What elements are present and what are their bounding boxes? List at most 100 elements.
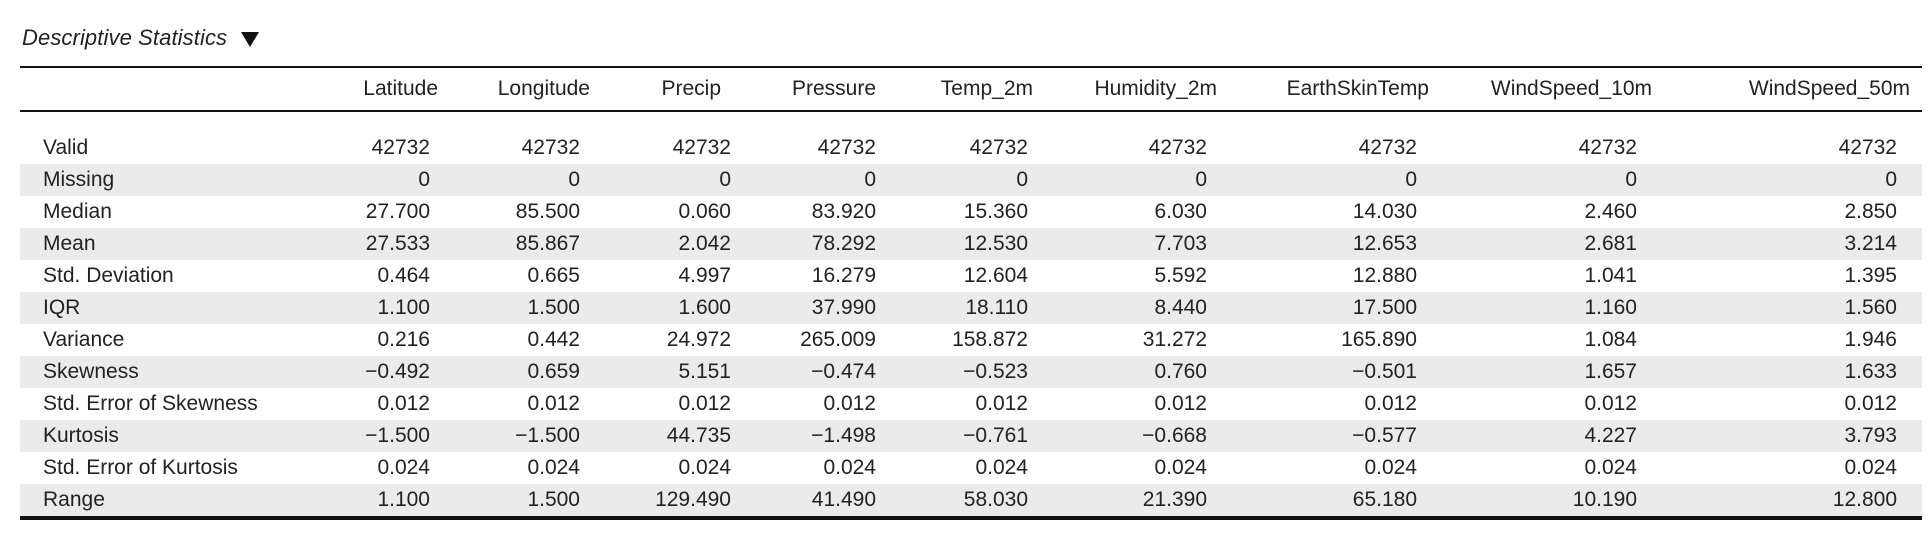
table-cell: 0 [600,164,751,196]
table-row: Kurtosis −1.500 −1.500 44.735 −1.498 −0.761 −0… [20,420,1922,452]
row-label: Std. Error of Skewness [43,392,258,415]
table-cell: 1.657 [1437,356,1662,388]
table-cell: 41.490 [751,484,896,518]
table-cell: −0.492 [320,356,450,388]
table-cell: 58.030 [896,484,1048,518]
table-cell: 42732 [672,136,731,159]
table-cell: 0.012 [527,392,580,415]
table-row: Std. Deviation 0.464 0.665 4.997 16.279 12.60… [20,260,1922,292]
table-cell: 0 [1437,164,1662,196]
row-label: Std. Error of Kurtosis [43,456,238,479]
table-cell: 27.533 [320,228,450,260]
table-cell: 1.500 [450,484,600,518]
table-row: Missing 0 0 0 0 0 0 0 0 0 [20,164,1922,196]
table-cell: 0 [1048,164,1227,196]
table-cell: 10.190 [1437,484,1662,518]
table-cell: 65.180 [1227,484,1437,518]
table-cell: 7.703 [1048,228,1227,260]
table-cell: 12.604 [963,264,1028,287]
column-header: WindSpeed_10m [1490,77,1652,100]
row-label: Kurtosis [20,420,320,452]
table-cell: 0.024 [377,456,430,479]
table-cell: 0.024 [1844,456,1897,479]
table-cell: 1.160 [1437,292,1662,324]
table-cell: 14.030 [1352,200,1417,223]
table-cell: 2.042 [600,228,751,260]
table-cell: 42732 [1358,136,1417,159]
triangle-down-icon[interactable] [241,31,260,47]
table-cell: 0 [1227,164,1437,196]
table-cell: 3.793 [1662,420,1922,452]
table-cell: 0.659 [450,356,600,388]
row-label: Valid [43,136,89,159]
table-cell: 21.390 [1048,484,1227,518]
table-cell: 42732 [521,136,580,159]
table-cell: 1.946 [1844,328,1897,351]
table-cell: 265.009 [800,328,876,351]
table-cell: 0.012 [823,392,876,415]
table-cell: 5.151 [600,356,751,388]
table-row: Std. Error of Kurtosis 0.024 0.024 0.024 0.0… [20,452,1922,484]
table-cell: 31.272 [1142,328,1207,351]
table-cell: 42732 [1148,136,1207,159]
section-title-toggle[interactable]: Descriptive Statistics [22,24,260,52]
table-row: Variance 0.216 0.442 24.972 265.009 158.872 31… [20,324,1922,356]
table-cell: 1.100 [320,484,450,518]
table-cell: 85.867 [450,228,600,260]
table-cell: 15.360 [963,200,1028,223]
table-cell: 129.490 [600,484,751,518]
table-cell: 0.464 [377,264,430,287]
table-cell: −0.501 [1227,356,1437,388]
table-spacer [20,111,1922,132]
table-row: Skewness −0.492 0.659 5.151 −0.474 −0.523 0.76… [20,356,1922,388]
column-header: Latitude [363,77,438,100]
table-row: Median 27.700 85.500 0.060 83.920 15.360 6.030… [20,196,1922,228]
table-row: Valid 42732 42732 42732 42732 42732 42732 42732… [20,132,1922,164]
table-cell: 2.850 [1844,200,1897,223]
table-cell: 4.227 [1437,420,1662,452]
column-header: WindSpeed_50m [1748,77,1910,100]
table-cell: 0.216 [377,328,430,351]
table-cell: −0.474 [751,356,896,388]
table-cell: −1.500 [450,420,600,452]
table-cell: 1.041 [1584,264,1637,287]
table-cell: 1.560 [1662,292,1922,324]
table-cell: 5.592 [1154,264,1207,287]
table-cell: 0 [320,164,450,196]
table-cell: −1.500 [320,420,450,452]
descriptive-statistics-table: Latitude Longitude Precip Pressure Temp_… [20,66,1922,520]
row-label: Median [43,200,112,223]
table-cell: −0.577 [1227,420,1437,452]
table-cell: 1.633 [1662,356,1922,388]
table-row: Mean 27.533 85.867 2.042 78.292 12.530 7.703 12… [20,228,1922,260]
table-cell: 0.012 [1364,392,1417,415]
table-cell: 0.012 [1584,392,1637,415]
table-cell: 6.030 [1154,200,1207,223]
table-cell: 12.880 [1352,264,1417,287]
table-cell: 0 [450,164,600,196]
table-cell: 27.700 [365,200,430,223]
table-cell: 4.997 [678,264,731,287]
column-header: EarthSkinTemp [1286,77,1429,100]
table-cell: 0.024 [678,456,731,479]
table-cell: 0.024 [823,456,876,479]
row-label: Missing [20,164,320,196]
column-header: Humidity_2m [1094,77,1217,100]
table-row: IQR 1.100 1.500 1.600 37.990 18.110 8.440 17.50… [20,292,1922,324]
table-cell: 83.920 [811,200,876,223]
table-cell: 0.012 [1154,392,1207,415]
table-cell: 0.012 [1844,392,1897,415]
table-cell: 42732 [817,136,876,159]
table-body: Valid 42732 42732 42732 42732 42732 42732 42732… [20,111,1922,518]
table-cell: 78.292 [751,228,896,260]
table-row: Std. Error of Skewness 0.012 0.012 0.012 0.0… [20,388,1922,420]
table-cell: 17.500 [1227,292,1437,324]
row-label: Variance [43,328,125,351]
table-cell: 0.024 [527,456,580,479]
table-cell: 12.530 [896,228,1048,260]
table-cell: −1.498 [751,420,896,452]
table-cell: 3.214 [1662,228,1922,260]
table-cell: 1.500 [450,292,600,324]
table-cell: 1.395 [1844,264,1897,287]
table-cell: 1.100 [320,292,450,324]
